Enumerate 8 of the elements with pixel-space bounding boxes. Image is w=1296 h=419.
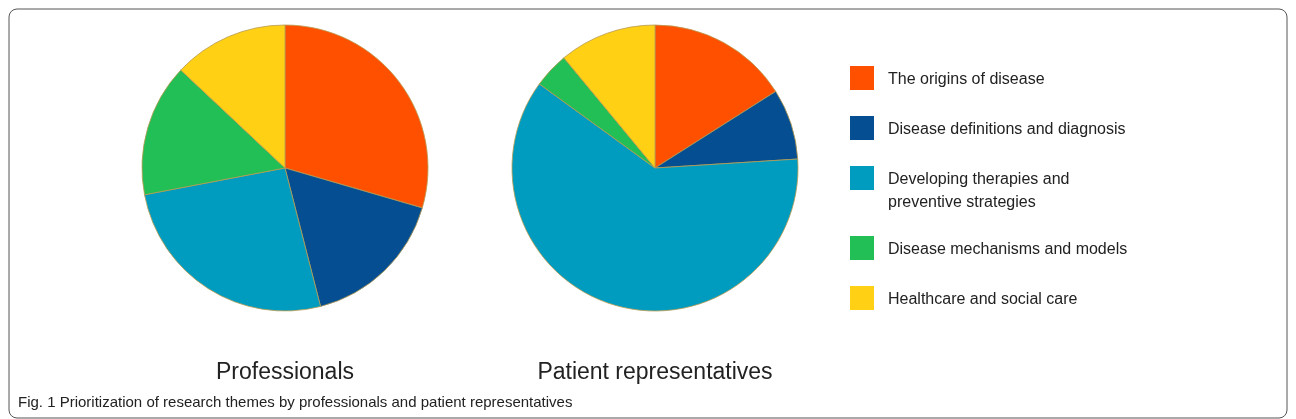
text: Professionals bbox=[215, 358, 355, 384]
legend-label: The origins of disease bbox=[888, 70, 1045, 87]
text: Patient representatives bbox=[537, 358, 773, 384]
legend-label: Disease mechanisms and models bbox=[888, 240, 1128, 257]
legend-label: Healthcare and social care bbox=[888, 290, 1078, 307]
legend-label: Disease definitions and diagnosis bbox=[888, 120, 1126, 137]
legend-label: Developing therapies and preventive strategies bbox=[888, 170, 1070, 210]
caption: Fig. 1 Prioritization of research themes by professionals and patient representatives bbox=[18, 393, 573, 410]
